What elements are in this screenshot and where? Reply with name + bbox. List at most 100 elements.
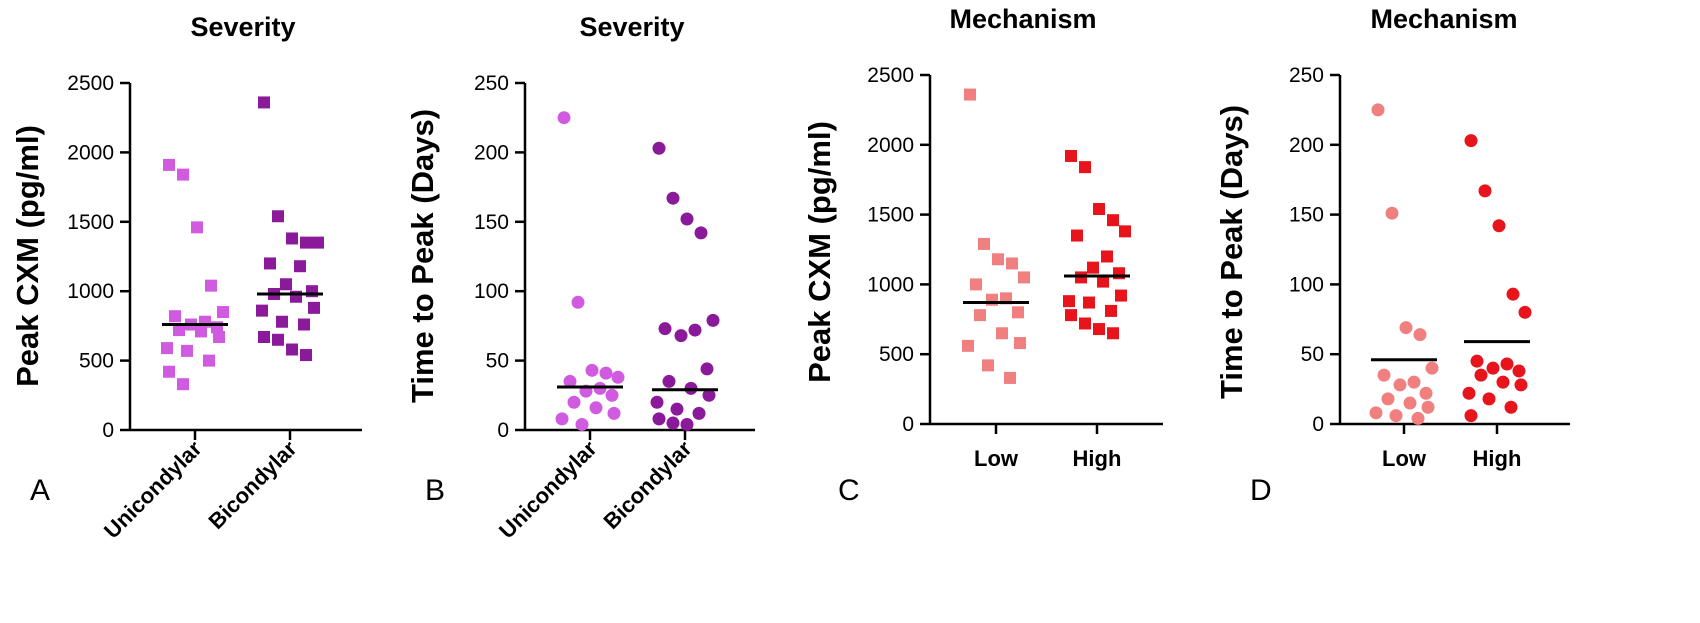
panel-a-y-axis-label: Peak CXM (pg/ml) [10, 125, 45, 387]
panel-b-point [700, 362, 714, 376]
panel-b-y-tick-label: 150 [474, 211, 509, 234]
panel-b-point [607, 406, 621, 420]
panel-d-point [1393, 378, 1407, 392]
panel-b-y-tick-label: 200 [474, 141, 509, 164]
panel-c-y-tick-label: 0 [902, 413, 914, 436]
panel-d-point [1413, 328, 1427, 342]
panel-d-point [1371, 103, 1385, 117]
panel-c-point [1107, 327, 1119, 340]
panel-d-point [1512, 364, 1526, 378]
panel-b-point [599, 366, 613, 380]
panel-d-point [1464, 409, 1478, 423]
panel-c-title: Mechanism [949, 4, 1096, 34]
panel-c-point [1097, 275, 1109, 288]
panel-d-point [1496, 375, 1510, 389]
panel-a-point [161, 342, 173, 355]
panel-d-point [1464, 134, 1478, 148]
panel-a-point [191, 221, 203, 234]
panel-a-point [169, 310, 181, 323]
panel-d-point [1518, 305, 1532, 319]
panel-b: Severity Time to Peak (Days) B 0 50 100 150… [405, 12, 755, 543]
panel-b-y-tick-label: 250 [474, 72, 509, 95]
panel-b-point [706, 313, 720, 327]
panel-a: Severity Peak CXM (pg/ml) A 0 500 1000 1500… [10, 12, 362, 543]
panel-d-y-tick-label: 250 [1289, 64, 1324, 87]
panel-c-y-tick-label: 1500 [867, 204, 914, 227]
panel-c-point [1093, 203, 1105, 216]
panel-d-y-tick-label: 0 [1312, 413, 1324, 436]
panel-a-point [217, 306, 229, 319]
panel-c-point [1107, 214, 1119, 227]
panel-c-point [1083, 296, 1095, 309]
panel-b-y-tick-label: 0 [497, 419, 509, 442]
panel-a-title: Severity [190, 12, 295, 42]
panel-c-letter: C [838, 474, 860, 507]
panel-c-y-tick-label: 1000 [867, 273, 914, 296]
panel-a-point [205, 279, 217, 292]
panel-b-point [650, 395, 664, 409]
panel-a-point [177, 378, 189, 391]
panel-b-point [605, 388, 619, 402]
panel-b-point [694, 226, 708, 240]
panel-c-point [1018, 271, 1030, 284]
panel-d-point [1500, 357, 1514, 371]
panel-d-point [1478, 184, 1492, 198]
panel-c-point [982, 359, 994, 372]
panel-c-point [1004, 371, 1016, 384]
panel-d-point [1419, 386, 1433, 400]
panel-d-point [1389, 409, 1403, 423]
panel-c: Mechanism Peak CXM (pg/ml) C 0 500 1000 150… [802, 4, 1163, 507]
panel-b-point [575, 417, 589, 431]
panel-d-y-tick-label: 100 [1289, 273, 1324, 296]
panel-c-point [1071, 229, 1083, 242]
panel-b-point [674, 329, 688, 343]
panel-d-y-axis-label: Time to Peak (Days) [1214, 105, 1249, 399]
panel-a-point [213, 331, 225, 344]
panel-c-point [1065, 149, 1077, 162]
panel-b-point [563, 374, 577, 388]
panel-c-point [1065, 309, 1077, 322]
panel-b-point [702, 388, 716, 402]
panel-b-title: Severity [579, 12, 684, 42]
panel-b-point [567, 395, 581, 409]
panel-b-point [680, 212, 694, 226]
panel-d-letter: D [1250, 474, 1272, 507]
panel-b-point [652, 141, 666, 155]
panel-d-point [1470, 354, 1484, 368]
panel-a-point [286, 232, 298, 245]
panel-d-point [1421, 400, 1435, 414]
panel-a-point [280, 278, 292, 291]
panel-c-category-label: High [1073, 446, 1122, 471]
panel-c-point [1105, 304, 1117, 317]
panel-b-letter: B [425, 474, 445, 507]
panel-d-point [1474, 368, 1488, 382]
panel-c-point [1006, 257, 1018, 270]
panel-b-point [611, 370, 625, 384]
panel-b-point [658, 322, 672, 336]
panel-a-point [298, 318, 310, 331]
panel-d-point [1411, 411, 1425, 425]
panel-d-y-tick-label: 150 [1289, 204, 1324, 227]
panel-b-point [557, 111, 571, 125]
panel-a-point [312, 236, 324, 249]
panel-c-point [1063, 295, 1075, 308]
panel-d-y-tick-label: 200 [1289, 134, 1324, 157]
panel-a-point [177, 168, 189, 181]
panel-b-point [662, 374, 676, 388]
panel-c-y-axis-label: Peak CXM (pg/ml) [802, 121, 837, 383]
panel-d-point [1486, 361, 1500, 375]
panel-d-point [1514, 378, 1528, 392]
panel-a-point [276, 315, 288, 328]
panel-a-y-tick-label: 2000 [67, 141, 114, 164]
panel-d-point [1381, 392, 1395, 406]
panel-a-point [300, 349, 312, 362]
panel-a-y-tick-label: 0 [102, 419, 114, 442]
panel-a-point [300, 236, 312, 249]
panel-b-category-label: Unicondylar [494, 436, 602, 544]
panel-a-y-tick-label: 2500 [67, 72, 114, 95]
panel-b-point [589, 401, 603, 415]
panel-b-point [670, 402, 684, 416]
panel-d-point [1462, 386, 1476, 400]
panel-c-point [970, 278, 982, 291]
